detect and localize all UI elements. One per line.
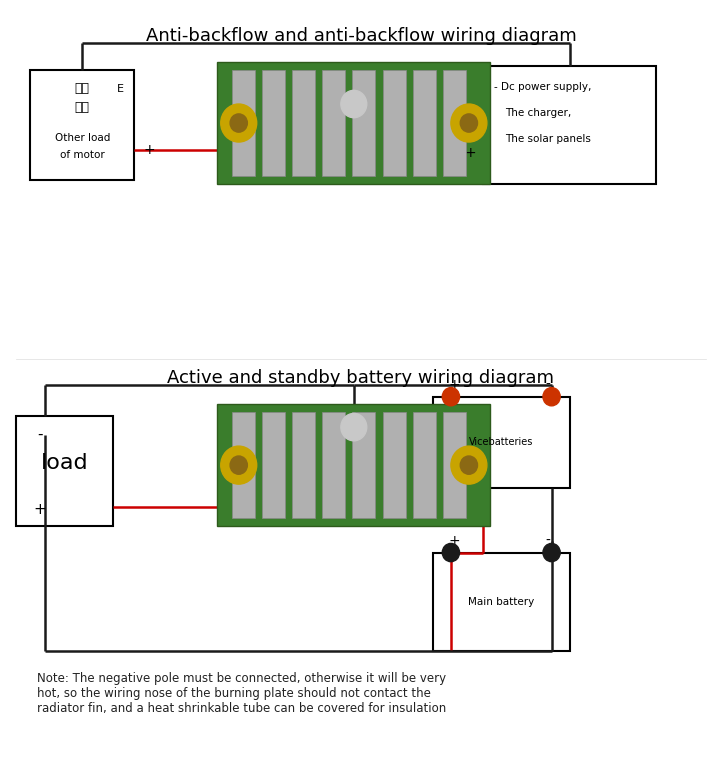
Text: 电瓶: 电瓶 <box>75 101 90 114</box>
Bar <box>443 412 466 518</box>
Bar <box>383 69 406 176</box>
Circle shape <box>443 543 459 562</box>
Bar <box>292 69 315 176</box>
Circle shape <box>451 446 487 485</box>
Circle shape <box>443 388 459 406</box>
Bar <box>322 69 345 176</box>
Bar <box>383 412 406 518</box>
Text: The solar panels: The solar panels <box>505 134 591 144</box>
Text: +: + <box>448 378 461 392</box>
Text: E: E <box>116 84 123 94</box>
Text: Vicebatteries: Vicebatteries <box>469 437 534 447</box>
Bar <box>232 412 255 518</box>
Bar <box>217 63 490 184</box>
Text: 电池: 电池 <box>75 82 90 95</box>
Bar <box>262 69 284 176</box>
Bar <box>443 69 466 176</box>
Bar <box>262 412 284 518</box>
Text: +: + <box>448 534 461 548</box>
Bar <box>292 412 315 518</box>
Circle shape <box>460 114 477 132</box>
Circle shape <box>341 414 367 441</box>
Text: Other load: Other load <box>55 134 110 143</box>
Bar <box>352 69 375 176</box>
Text: -: - <box>546 534 550 548</box>
Text: of motor: of motor <box>60 150 105 160</box>
Bar <box>413 412 436 518</box>
Text: +: + <box>143 143 155 156</box>
Text: -: - <box>38 427 43 443</box>
Circle shape <box>230 114 248 132</box>
Text: Active and standby battery wiring diagram: Active and standby battery wiring diagra… <box>168 369 554 387</box>
Circle shape <box>543 543 560 562</box>
Text: -: - <box>546 378 550 392</box>
Text: Note: The negative pole must be connected, otherwise it will be very
hot, so the: Note: The negative pole must be connecte… <box>38 671 447 715</box>
Bar <box>30 69 134 180</box>
Bar <box>413 69 436 176</box>
Bar <box>322 412 345 518</box>
Text: +: + <box>34 502 46 517</box>
Bar <box>483 66 656 184</box>
Circle shape <box>221 446 257 485</box>
Circle shape <box>460 456 477 475</box>
Circle shape <box>221 104 257 142</box>
Text: - Dc power supply,: - Dc power supply, <box>494 82 591 92</box>
Circle shape <box>543 388 560 406</box>
Bar <box>352 412 375 518</box>
Text: Anti-backflow and anti-backflow wiring diagram: Anti-backflow and anti-backflow wiring d… <box>146 27 576 44</box>
Circle shape <box>341 90 367 118</box>
Text: Main battery: Main battery <box>468 597 534 607</box>
Text: load: load <box>40 453 88 473</box>
Bar <box>433 397 570 488</box>
Bar <box>232 69 255 176</box>
Circle shape <box>230 456 248 475</box>
Text: +: + <box>464 146 476 160</box>
Bar <box>433 552 570 652</box>
Circle shape <box>451 104 487 142</box>
Bar <box>16 416 113 526</box>
Text: The charger,: The charger, <box>505 108 571 118</box>
Bar <box>217 404 490 526</box>
